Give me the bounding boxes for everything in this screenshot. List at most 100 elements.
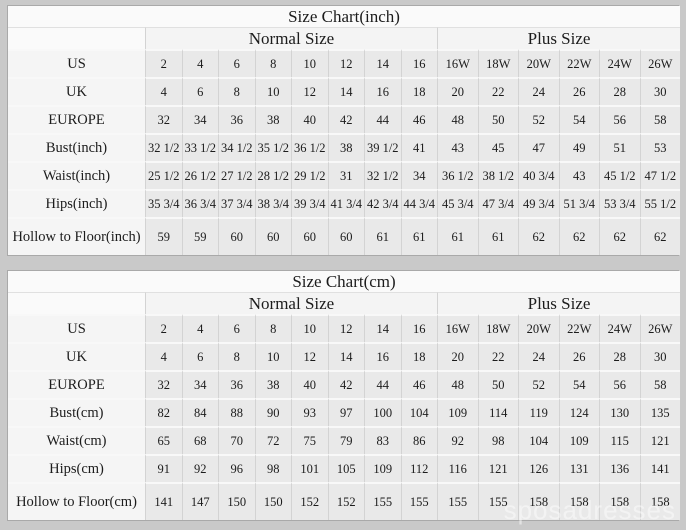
size-cell: 54 [558, 105, 599, 133]
size-cell: 112 [400, 454, 437, 482]
row-label: UK [8, 77, 145, 105]
size-cell: 109 [364, 454, 401, 482]
row-label: EUROPE [8, 370, 145, 398]
size-cell: 92 [181, 454, 218, 482]
row-label: Bust(inch) [8, 133, 145, 161]
size-cell: 61 [477, 217, 518, 255]
row-label: EUROPE [8, 105, 145, 133]
size-cell: 32 1/2 [364, 161, 401, 189]
size-chart-inch: Size Chart(inch) Normal Size Plus Size US 2 4… [7, 5, 681, 256]
size-cell: 30 [639, 342, 681, 370]
size-cell: 35 3/4 [145, 189, 182, 217]
size-cell: 47 3/4 [477, 189, 518, 217]
size-cell: 96 [218, 454, 255, 482]
size-cell: 16 [364, 77, 401, 105]
size-cell: 25 1/2 [145, 161, 182, 189]
row-label: UK [8, 342, 145, 370]
size-cell: 36 1/2 [291, 133, 328, 161]
size-cell: 18 [400, 77, 437, 105]
size-cell: 109 [558, 426, 599, 454]
size-cell: 42 3/4 [364, 189, 401, 217]
row-label: Hips(inch) [8, 189, 145, 217]
size-cell: 92 [437, 426, 478, 454]
size-cell: 104 [518, 426, 559, 454]
size-cell: 83 [364, 426, 401, 454]
size-cell: 6 [181, 77, 218, 105]
size-cell: 61 [437, 217, 478, 255]
size-cell: 158 [518, 482, 559, 520]
size-chart-inch-table: Size Chart(inch) Normal Size Plus Size US 2 4… [8, 6, 681, 255]
size-cell: 48 [437, 105, 478, 133]
size-cell: 68 [181, 426, 218, 454]
size-cell: 20 [437, 77, 478, 105]
size-cell: 54 [558, 370, 599, 398]
size-cell: 121 [477, 454, 518, 482]
size-chart-cm: Size Chart(cm) Normal Size Plus Size US 2 4 6 8… [7, 270, 681, 521]
size-cell: 26W [639, 314, 681, 342]
size-cell: 104 [400, 398, 437, 426]
size-cell: 59 [145, 217, 182, 255]
size-cell: 152 [291, 482, 328, 520]
size-cell: 91 [145, 454, 182, 482]
row-label: Hollow to Floor(inch) [8, 217, 145, 255]
size-cell: 51 [599, 133, 640, 161]
size-cell: 22W [558, 49, 599, 77]
size-cell: 37 3/4 [218, 189, 255, 217]
size-cell: 53 [639, 133, 681, 161]
size-cell: 34 1/2 [218, 133, 255, 161]
size-cell: 40 [291, 370, 328, 398]
group-header-normal: Normal Size [145, 27, 437, 49]
size-cell: 41 [400, 133, 437, 161]
size-cell: 26 [558, 342, 599, 370]
size-cell: 39 3/4 [291, 189, 328, 217]
size-cell: 29 1/2 [291, 161, 328, 189]
size-cell: 84 [181, 398, 218, 426]
size-cell: 22W [558, 314, 599, 342]
size-cell: 34 [400, 161, 437, 189]
size-cell: 26 1/2 [181, 161, 218, 189]
size-cell: 56 [599, 370, 640, 398]
size-cell: 72 [254, 426, 291, 454]
size-cell: 135 [639, 398, 681, 426]
size-cell: 43 [558, 161, 599, 189]
size-cell: 126 [518, 454, 559, 482]
size-cell: 155 [437, 482, 478, 520]
size-cell: 32 [145, 370, 182, 398]
size-cell: 33 1/2 [181, 133, 218, 161]
size-cell: 12 [291, 342, 328, 370]
size-cell: 155 [477, 482, 518, 520]
size-cell: 16 [400, 314, 437, 342]
size-cell: 10 [254, 77, 291, 105]
size-cell: 34 [181, 105, 218, 133]
corner-cell [8, 292, 145, 314]
row-label: Hips(cm) [8, 454, 145, 482]
size-cell: 10 [254, 342, 291, 370]
group-header-normal: Normal Size [145, 292, 437, 314]
size-cell: 36 [218, 370, 255, 398]
size-cell: 155 [364, 482, 401, 520]
size-cell: 45 1/2 [599, 161, 640, 189]
size-cell: 32 1/2 [145, 133, 182, 161]
size-cell: 20W [518, 49, 559, 77]
size-cell: 18W [477, 314, 518, 342]
size-cell: 100 [364, 398, 401, 426]
size-cell: 59 [181, 217, 218, 255]
size-cell: 4 [145, 342, 182, 370]
size-cell: 27 1/2 [218, 161, 255, 189]
size-cell: 98 [477, 426, 518, 454]
size-cell: 6 [181, 342, 218, 370]
size-cell: 36 [218, 105, 255, 133]
size-cell: 41 3/4 [327, 189, 364, 217]
size-cell: 86 [400, 426, 437, 454]
size-cell: 28 [599, 77, 640, 105]
size-cell: 48 [437, 370, 478, 398]
group-header-plus: Plus Size [437, 292, 681, 314]
size-cell: 14 [364, 314, 401, 342]
size-cell: 16W [437, 49, 478, 77]
size-cell: 62 [518, 217, 559, 255]
size-cell: 158 [558, 482, 599, 520]
size-cell: 52 [518, 370, 559, 398]
size-cell: 158 [639, 482, 681, 520]
size-cell: 114 [477, 398, 518, 426]
